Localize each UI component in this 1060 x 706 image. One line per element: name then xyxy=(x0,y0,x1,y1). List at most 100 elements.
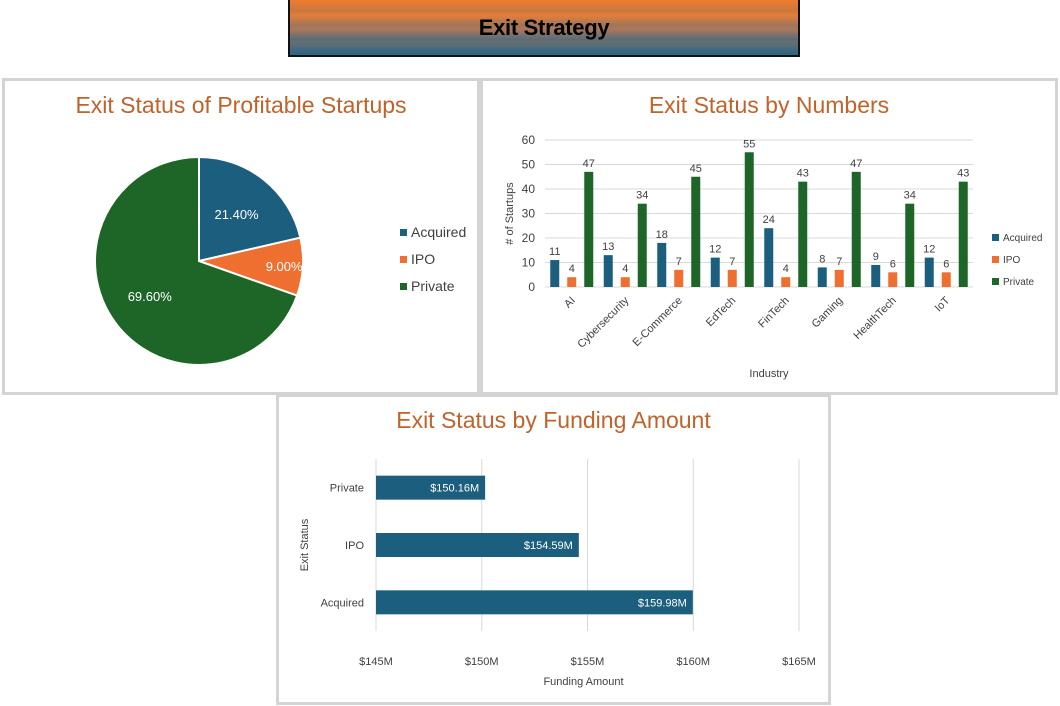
bar-data-label: 6 xyxy=(943,258,949,270)
hbar-data-label: $154.59M xyxy=(524,540,573,552)
bar-data-label: 7 xyxy=(836,256,842,268)
bar-ipo xyxy=(888,272,898,287)
bar-ipo xyxy=(567,277,577,287)
bar-acquired xyxy=(550,260,560,287)
bar-data-label: 47 xyxy=(583,158,595,170)
bar-ipo xyxy=(781,277,791,287)
y-tick-label: 20 xyxy=(522,231,536,245)
bar-data-label: 18 xyxy=(656,229,668,241)
y-tick-label: IPO xyxy=(345,540,364,552)
x-tick-label: EdTech xyxy=(704,295,738,329)
bar-data-label: 7 xyxy=(676,256,682,268)
bar-data-label: 4 xyxy=(569,263,575,275)
bar-acquired xyxy=(871,264,881,287)
x-tick-label: E-Commerce xyxy=(631,295,685,349)
bar-private xyxy=(744,152,754,287)
bar-chart-title: Exit Status by Numbers xyxy=(648,92,890,118)
x-tick-label: IoT xyxy=(933,294,953,314)
pie-legend-label: Private xyxy=(411,278,455,294)
pie-legend-label: IPO xyxy=(411,251,435,267)
pie-legend-swatch xyxy=(400,256,407,263)
y-axis-label: Exit Status xyxy=(299,518,311,571)
x-tick-label: AI xyxy=(562,295,578,311)
bar-data-label: 12 xyxy=(709,244,721,256)
bar-acquired xyxy=(924,257,934,287)
bar-legend-swatch xyxy=(992,256,999,263)
y-tick-label: 40 xyxy=(522,182,536,196)
pie-slice-acquired xyxy=(198,155,302,263)
x-tick-label: $155M xyxy=(571,656,605,668)
pie-chart-panel: Exit Status of Profitable Startups 21.40… xyxy=(2,78,480,395)
pie-chart-title: Exit Status of Profitable Startups xyxy=(75,92,407,118)
bar-data-label: 11 xyxy=(549,246,560,258)
bar-private xyxy=(798,181,808,287)
x-tick-label: Cybersecurity xyxy=(575,294,631,350)
bar-legend-swatch xyxy=(992,278,999,285)
bar-data-label: 47 xyxy=(850,158,862,170)
y-tick-label: 60 xyxy=(522,133,536,147)
bar-private xyxy=(584,171,594,287)
pie-legend-swatch xyxy=(400,229,407,236)
x-tick-label: HealthTech xyxy=(851,295,898,342)
bar-private xyxy=(958,181,968,287)
pie-legend-swatch xyxy=(400,283,407,290)
bar-private xyxy=(691,176,701,287)
bar-data-label: 4 xyxy=(622,263,628,275)
bar-acquired xyxy=(710,257,720,287)
bar-ipo xyxy=(727,269,737,287)
bar-ipo xyxy=(620,277,630,287)
x-tick-label: $165M xyxy=(782,656,816,668)
bar-private xyxy=(905,203,915,287)
pie-slice-private xyxy=(94,155,299,366)
bar-private xyxy=(851,171,861,287)
x-tick-label: $150M xyxy=(465,656,499,668)
dashboard-title: Exit Strategy xyxy=(478,14,610,40)
hbar-data-label: $159.98M xyxy=(638,597,687,609)
bar-legend-swatch xyxy=(992,234,999,241)
pie-data-label: 9.00% xyxy=(266,259,303,274)
bar-data-label: 12 xyxy=(923,244,935,256)
bar-data-label: 34 xyxy=(904,190,916,202)
x-axis-label: Funding Amount xyxy=(543,676,623,688)
bar-data-label: 8 xyxy=(819,253,825,265)
bar-data-label: 43 xyxy=(797,168,809,180)
y-tick-label: 50 xyxy=(522,158,536,172)
y-tick-label: 10 xyxy=(522,256,536,270)
bar-chart-panel: Exit Status by Numbers 0 10 20 30 40 50 60 11 4 4… xyxy=(480,78,1058,395)
bar-private xyxy=(637,203,647,287)
bar-data-label: 6 xyxy=(890,258,896,270)
bar-acquired xyxy=(657,242,667,287)
pie-data-label: 69.60% xyxy=(128,289,173,304)
y-tick-label: 30 xyxy=(522,207,536,221)
bar-ipo xyxy=(834,269,844,287)
pie-chart: 21.40% 9.00% 69.60% Acquired IPO Private xyxy=(94,155,466,366)
x-tick-label: $160M xyxy=(676,656,710,668)
x-axis-label: Industry xyxy=(749,368,789,380)
bar-data-label: 4 xyxy=(783,263,789,275)
y-tick-label: Acquired xyxy=(321,597,364,609)
bar-chart: 010203040506011447AI13434Cybersecurity18… xyxy=(504,133,1042,380)
funding-chart: $145M $150M $155M $160M $165M $150.16M Private… xyxy=(299,459,816,688)
bar-legend-label: IPO xyxy=(1003,255,1020,266)
bar-data-label: 43 xyxy=(957,168,969,180)
x-tick-label: Gaming xyxy=(810,295,846,331)
bar-acquired xyxy=(817,267,827,287)
bar-data-label: 34 xyxy=(636,190,648,202)
pie-data-label: 21.40% xyxy=(215,207,260,222)
y-tick-label: 0 xyxy=(528,280,535,294)
x-tick-label: FinTech xyxy=(756,295,792,331)
funding-chart-title: Exit Status by Funding Amount xyxy=(396,407,711,433)
bar-data-label: 55 xyxy=(743,138,755,150)
hbar-acquired xyxy=(376,590,693,615)
bar-legend-label: Acquired xyxy=(1003,233,1042,244)
pie-legend-label: Acquired xyxy=(411,224,466,240)
hbar-ipo xyxy=(376,533,579,557)
hbar-data-label: $150.16M xyxy=(430,483,479,495)
bar-legend-label: Private xyxy=(1003,277,1035,288)
hbar-private xyxy=(376,475,486,500)
bar-data-label: 24 xyxy=(763,214,775,226)
bar-ipo xyxy=(674,269,684,287)
bar-acquired xyxy=(764,228,774,287)
bar-data-label: 45 xyxy=(690,163,702,175)
x-tick-label: $145M xyxy=(359,656,393,668)
